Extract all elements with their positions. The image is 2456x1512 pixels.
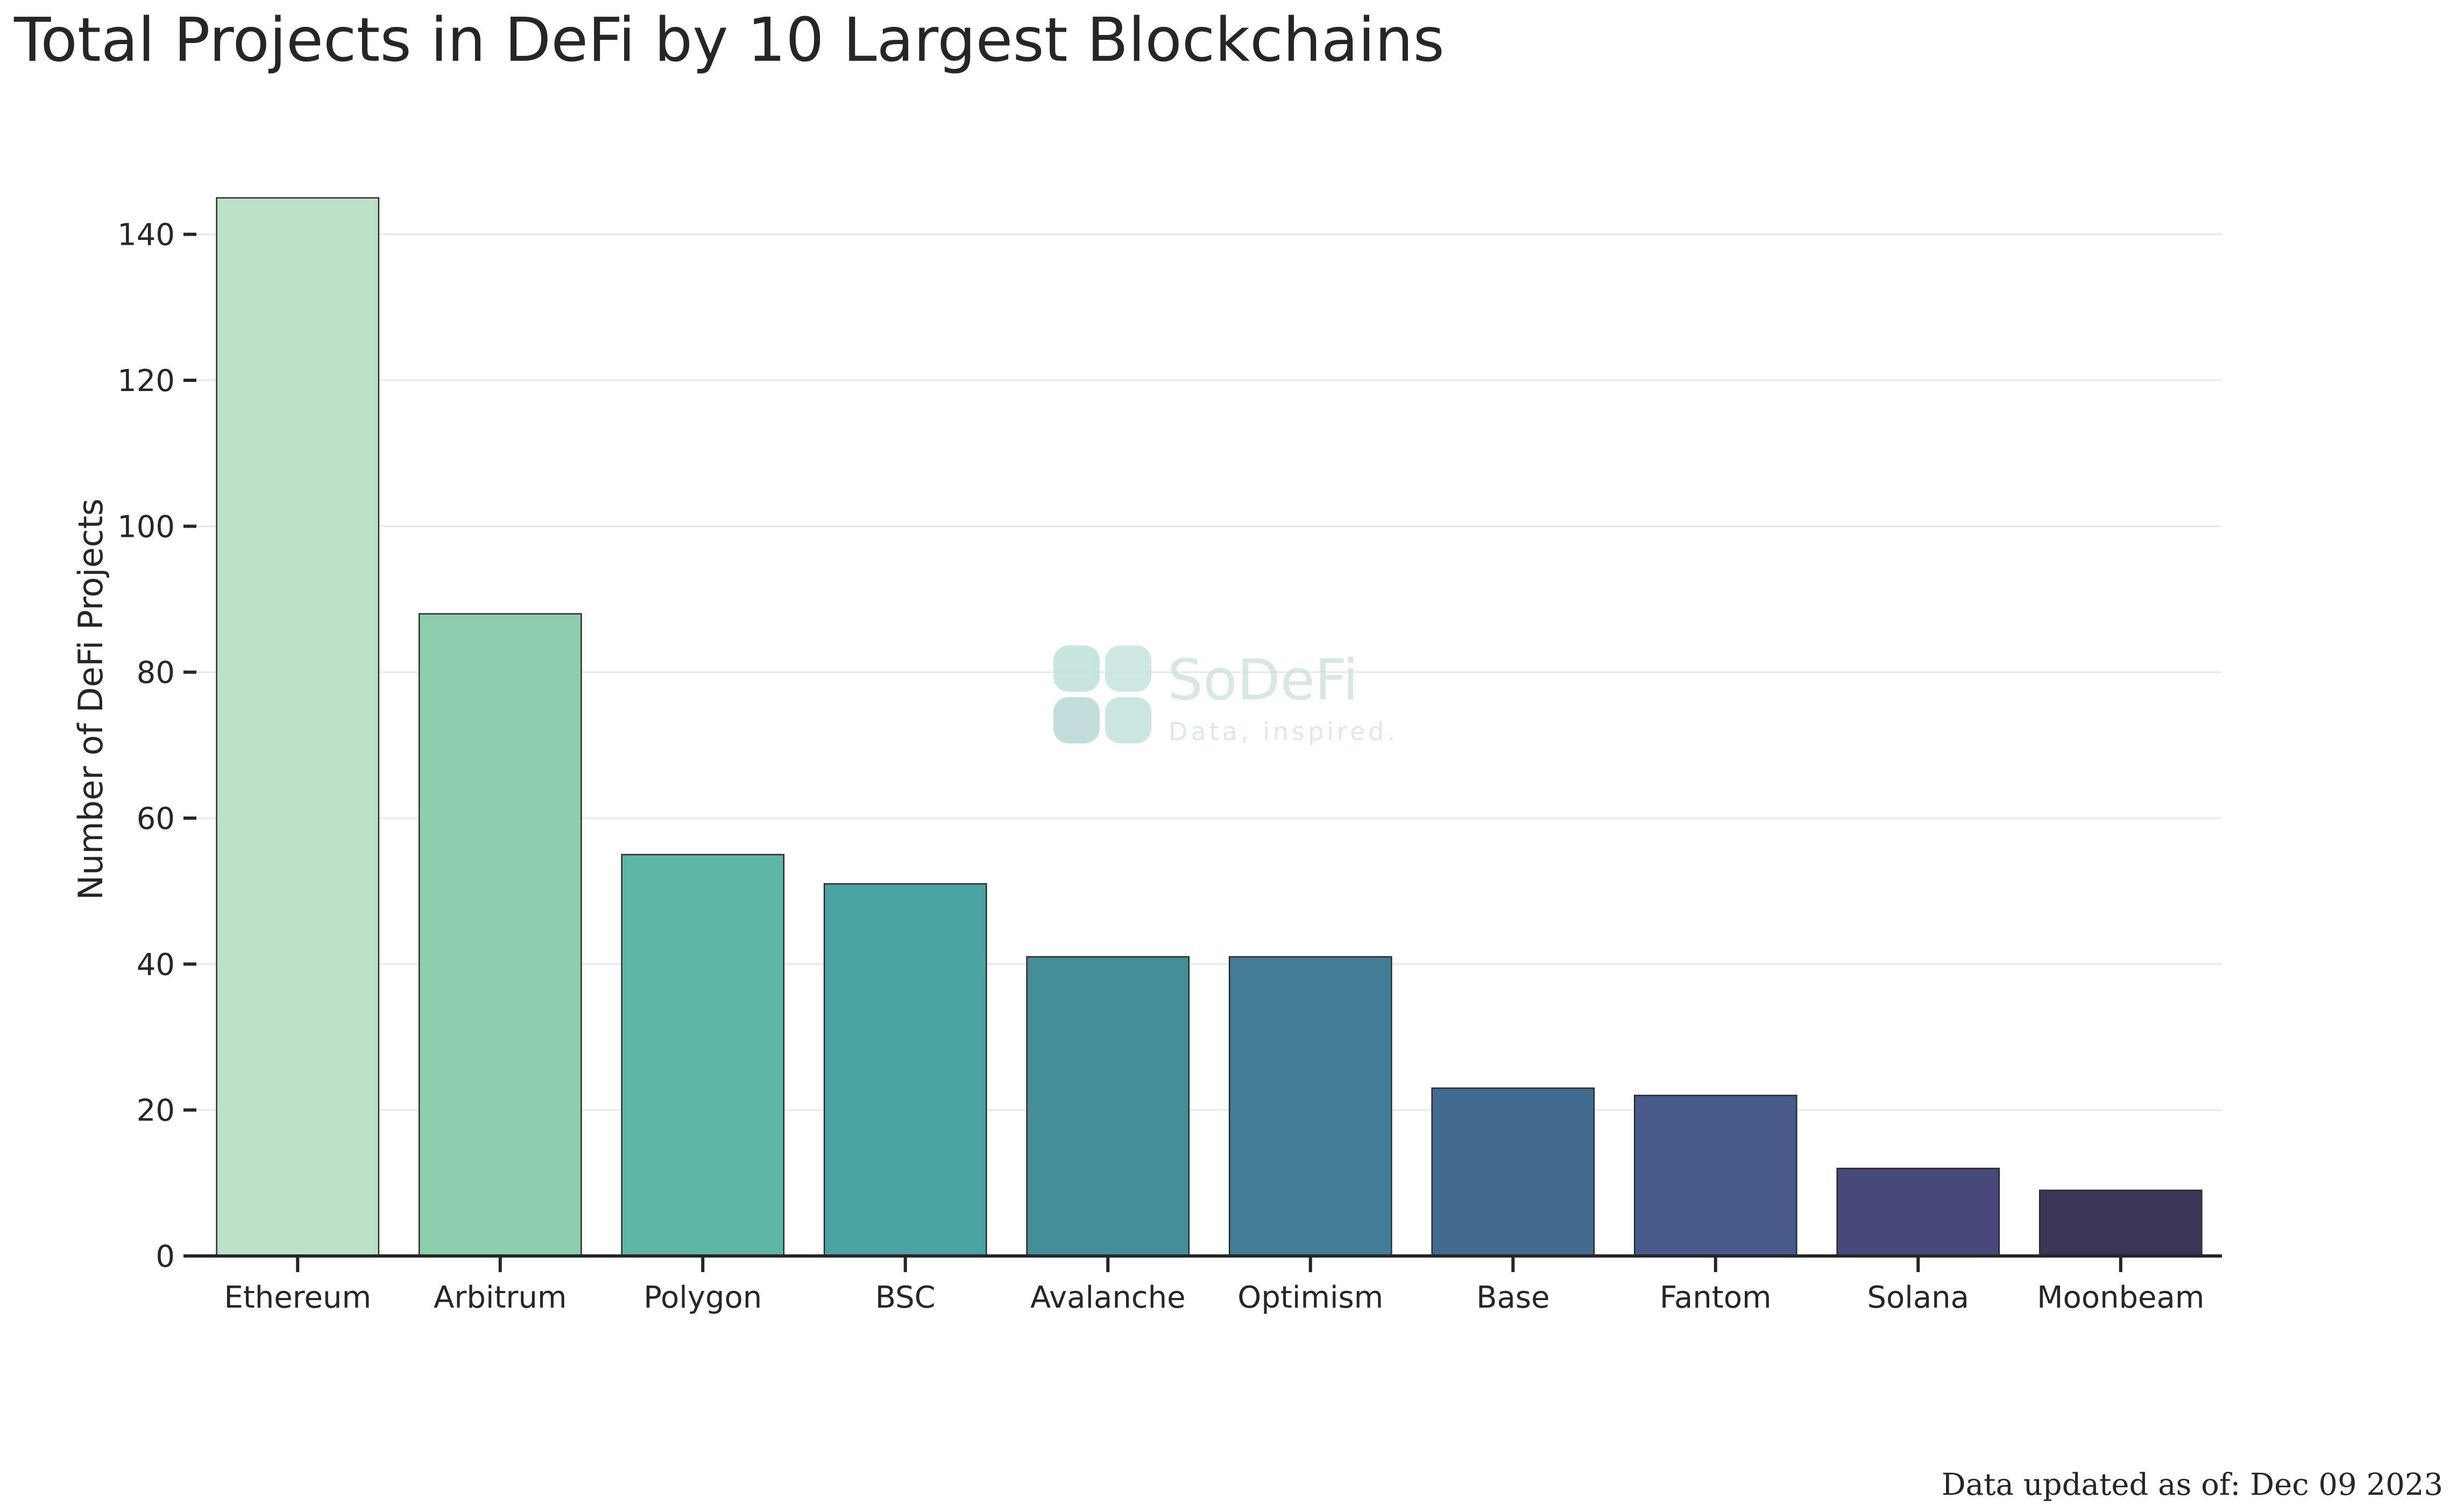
x-tick-label: Fantom xyxy=(1660,1280,1772,1315)
data-updated-note: Data updated as of: Dec 09 2023 xyxy=(1941,1467,2443,1502)
y-axis-title: Number of DeFi Projects xyxy=(71,499,110,900)
x-tick-label: Arbitrum xyxy=(434,1280,567,1315)
bar-fantom xyxy=(1633,1095,1797,1257)
bar-polygon xyxy=(621,854,785,1257)
y-tick-label: 20 xyxy=(137,1094,175,1128)
y-tick-label: 140 xyxy=(117,218,175,253)
x-tick-label: Base xyxy=(1476,1280,1549,1315)
bar-ethereum xyxy=(216,197,380,1257)
x-tick-label: Solana xyxy=(1867,1280,1970,1315)
watermark: SoDeFi Data, inspired. xyxy=(1053,645,1398,746)
y-tick-label: 0 xyxy=(155,1239,175,1274)
bar-avalanche xyxy=(1026,956,1190,1257)
x-tick-label: Optimism xyxy=(1237,1280,1383,1315)
bars xyxy=(216,197,2203,1257)
y-tick-label: 40 xyxy=(137,947,175,982)
x-tick-label: BSC xyxy=(875,1280,936,1315)
bar-bsc xyxy=(823,883,987,1257)
x-tick-label: Avalanche xyxy=(1030,1280,1186,1315)
chart-title: Total Projects in DeFi by 10 Largest Blo… xyxy=(14,5,1445,75)
bar-base xyxy=(1431,1087,1595,1257)
watermark-subtitle: Data, inspired. xyxy=(1169,717,1398,746)
bar-solana xyxy=(1836,1167,2000,1257)
watermark-title: SoDeFi xyxy=(1167,647,1358,713)
bar-arbitrum xyxy=(418,613,582,1257)
x-tick-label: Moonbeam xyxy=(2037,1280,2204,1315)
y-tick-label: 120 xyxy=(117,364,175,399)
x-tick-label: Ethereum xyxy=(224,1280,371,1315)
bar-moonbeam xyxy=(2039,1189,2203,1257)
axes: 0 20 40 60 80 100 120 140 Ethereum Arbitrum Polygo… xyxy=(117,218,2222,1315)
y-tick-label: 80 xyxy=(137,656,175,691)
x-tick-label: Polygon xyxy=(643,1280,762,1315)
watermark-logo-icon xyxy=(1053,645,1151,743)
bar-optimism xyxy=(1228,956,1392,1257)
y-tick-label: 100 xyxy=(117,509,175,544)
y-tick-label: 60 xyxy=(137,801,175,836)
